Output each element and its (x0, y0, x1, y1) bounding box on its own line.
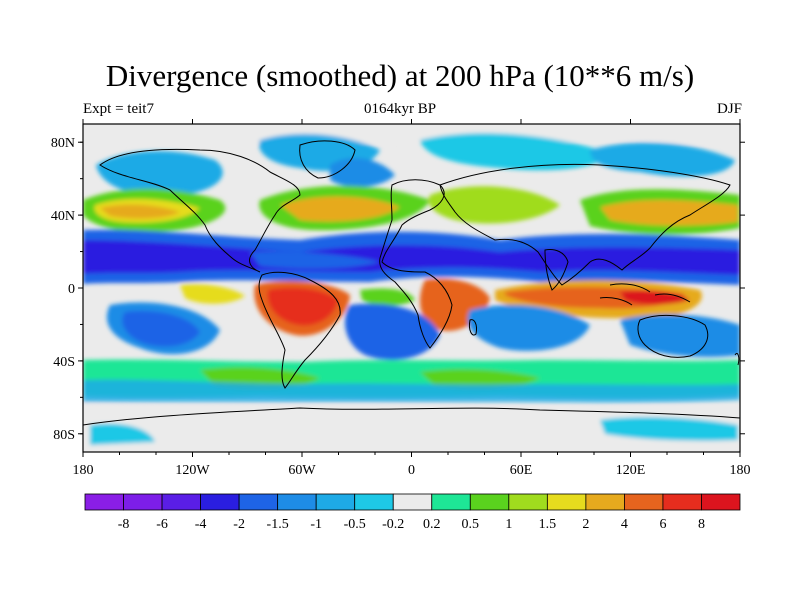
colorbar-label: 8 (698, 517, 705, 532)
colorbar-label: -0.2 (382, 517, 404, 532)
colorbar-label: 0.2 (423, 517, 441, 532)
colorbar-label: 6 (659, 517, 666, 532)
lon-label: 180 (730, 463, 751, 478)
colorbar: -8 -6 -4 -2 -1.5 -1 -0.5 -0.2 0.2 0.5 1 1.5 2 4 6 8 (84, 493, 741, 532)
lat-label: 0 (68, 282, 75, 297)
colorbar-label: -4 (195, 517, 207, 532)
season-label: DJF (716, 101, 742, 117)
colorbar-swatch (701, 493, 741, 511)
colorbar-swatch (354, 493, 394, 511)
colorbar-swatch (123, 493, 163, 511)
colorbar-swatch (431, 493, 471, 511)
lat-label: 80S (53, 428, 75, 443)
colorbar-swatch (469, 493, 510, 511)
colorbar-swatch (546, 493, 587, 511)
colorbar-label: 0.5 (462, 517, 480, 532)
colorbar-swatch (161, 493, 201, 511)
colorbar-label: 1.5 (539, 517, 557, 532)
colorbar-swatch (508, 493, 548, 511)
experiment-label: Expt = teit7 (83, 101, 154, 117)
coastlines (83, 140, 740, 426)
colorbar-swatch (624, 493, 664, 511)
map-field (83, 124, 740, 452)
lon-label: 60E (510, 463, 533, 478)
map-axes: 80N 40N 0 40S 80S 180 120W 60W 0 60E 120E 180 (51, 119, 751, 478)
colorbar-label: 1 (505, 517, 512, 532)
lon-label: 120W (175, 463, 210, 478)
lon-label: 0 (408, 463, 415, 478)
lon-label: 180 (73, 463, 94, 478)
colorbar-swatch (662, 493, 702, 511)
colorbar-swatch (585, 493, 625, 511)
colorbar-label: -0.5 (344, 517, 366, 532)
lat-label: 40N (51, 209, 75, 224)
colorbar-swatch (315, 493, 356, 511)
colorbar-label: 2 (582, 517, 589, 532)
colorbar-swatch (200, 493, 240, 511)
colorbar-swatch (238, 493, 279, 511)
colorbar-label: -1 (310, 517, 322, 532)
colorbar-label: -1.5 (267, 517, 289, 532)
colorbar-swatch (392, 493, 433, 511)
colorbar-swatch (277, 493, 317, 511)
colorbar-label: -6 (156, 517, 168, 532)
lat-label: 40S (53, 355, 75, 370)
lon-label: 120E (616, 463, 646, 478)
colorbar-swatch (84, 493, 124, 511)
period-label: 0164kyr BP (363, 101, 437, 117)
plot-title: Divergence (smoothed) at 200 hPa (10**6 … (105, 58, 695, 93)
colorbar-label: -8 (118, 517, 130, 532)
lat-label: 80N (51, 136, 75, 151)
colorbar-label: 4 (621, 517, 628, 532)
colorbar-label: -2 (233, 517, 245, 532)
lon-label: 60W (288, 463, 316, 478)
